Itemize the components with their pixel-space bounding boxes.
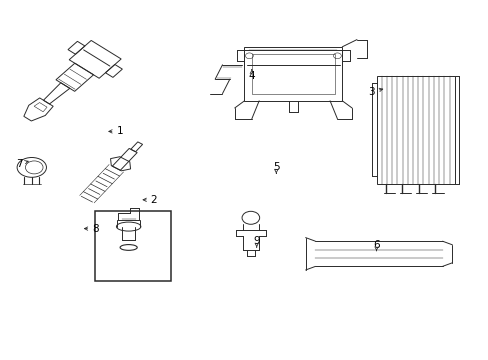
Bar xyxy=(251,54,334,94)
Text: 6: 6 xyxy=(372,240,379,250)
Text: 5: 5 xyxy=(272,162,279,172)
Bar xyxy=(376,76,454,184)
Text: 2: 2 xyxy=(150,195,157,205)
Text: 7: 7 xyxy=(16,159,23,169)
Text: 4: 4 xyxy=(248,71,255,81)
Bar xyxy=(244,47,342,101)
Text: 8: 8 xyxy=(92,224,99,234)
Text: 1: 1 xyxy=(116,126,123,136)
Text: 3: 3 xyxy=(367,87,374,97)
Text: 9: 9 xyxy=(253,236,260,246)
Bar xyxy=(95,211,171,281)
